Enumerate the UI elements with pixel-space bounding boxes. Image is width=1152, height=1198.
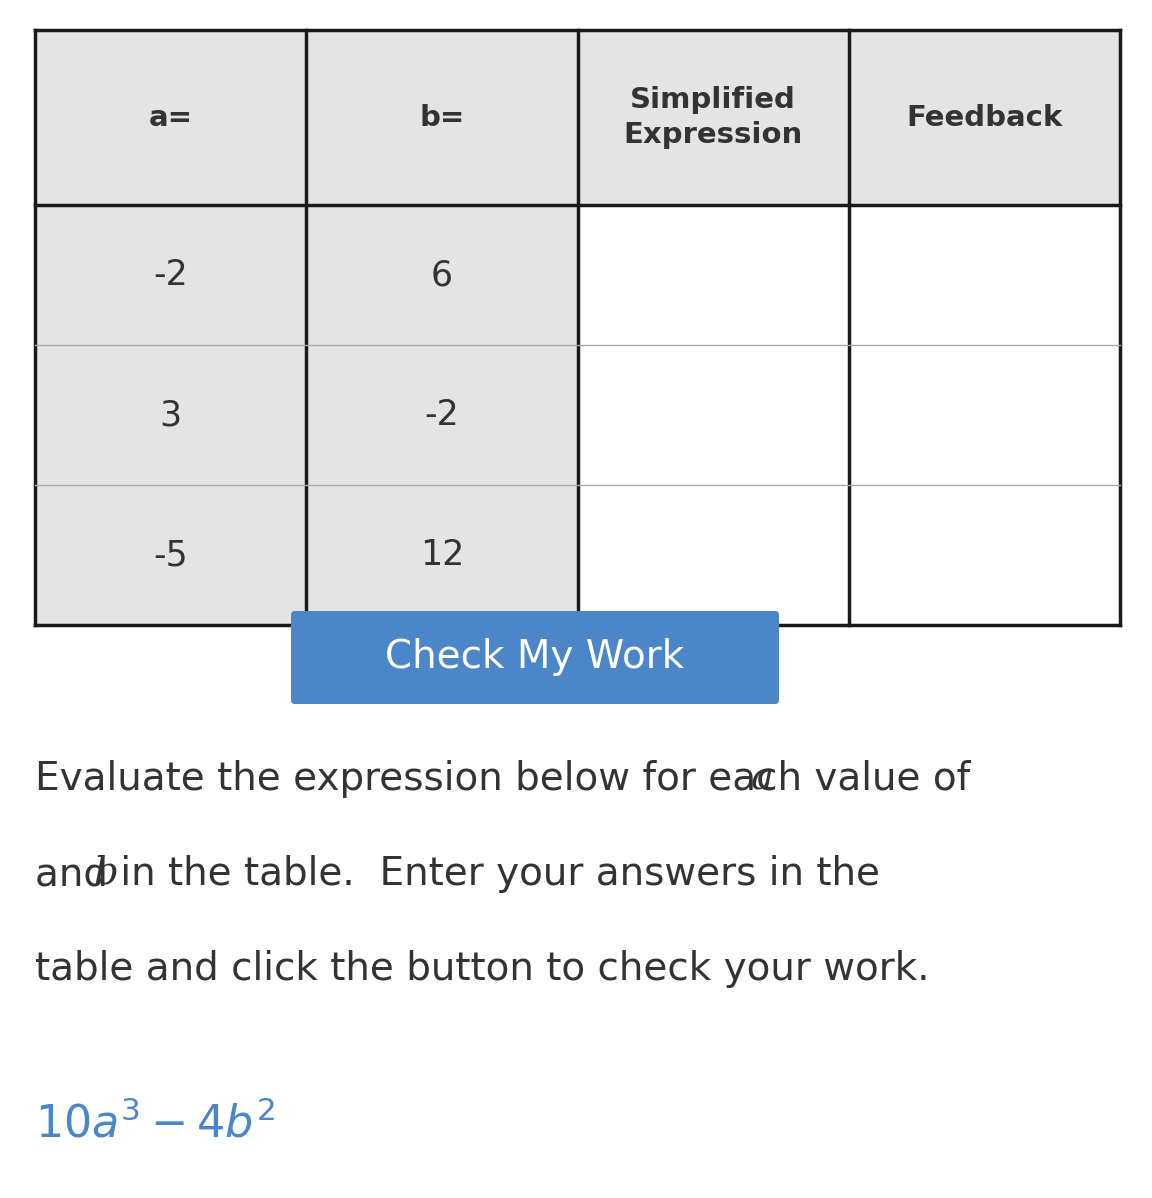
Bar (306, 30, 577, 205)
Bar (35, 345, 306, 485)
Text: -2: -2 (153, 258, 188, 292)
Bar (306, 205, 577, 345)
Text: table and click the button to check your work.: table and click the button to check your… (35, 950, 930, 988)
Text: 6: 6 (431, 258, 453, 292)
Text: -5: -5 (153, 538, 188, 571)
Bar (577, 485, 849, 625)
Bar (35, 30, 306, 205)
Bar (35, 205, 306, 345)
FancyBboxPatch shape (291, 611, 779, 704)
Bar (849, 205, 1120, 345)
Bar (849, 485, 1120, 625)
Text: Evaluate the expression below for each value of: Evaluate the expression below for each v… (35, 760, 983, 798)
Text: $10a^3 - 4b^2$: $10a^3 - 4b^2$ (35, 1102, 275, 1146)
Bar (577, 205, 849, 345)
Text: Simplified
Expression: Simplified Expression (623, 86, 803, 149)
Bar (577, 30, 849, 205)
Text: and: and (35, 855, 120, 893)
Text: Feedback: Feedback (907, 103, 1062, 132)
Text: b=: b= (419, 103, 464, 132)
Text: in the table.  Enter your answers in the: in the table. Enter your answers in the (108, 855, 880, 893)
Bar (577, 345, 849, 485)
Bar (849, 345, 1120, 485)
Bar (35, 485, 306, 625)
Bar (849, 30, 1120, 205)
Bar (306, 485, 577, 625)
Text: b: b (93, 855, 118, 893)
Text: -2: -2 (424, 398, 460, 432)
Text: 3: 3 (160, 398, 182, 432)
Text: a=: a= (149, 103, 192, 132)
Bar (306, 345, 577, 485)
Text: a: a (751, 760, 774, 797)
Text: 12: 12 (419, 538, 464, 571)
Text: Check My Work: Check My Work (386, 639, 684, 677)
